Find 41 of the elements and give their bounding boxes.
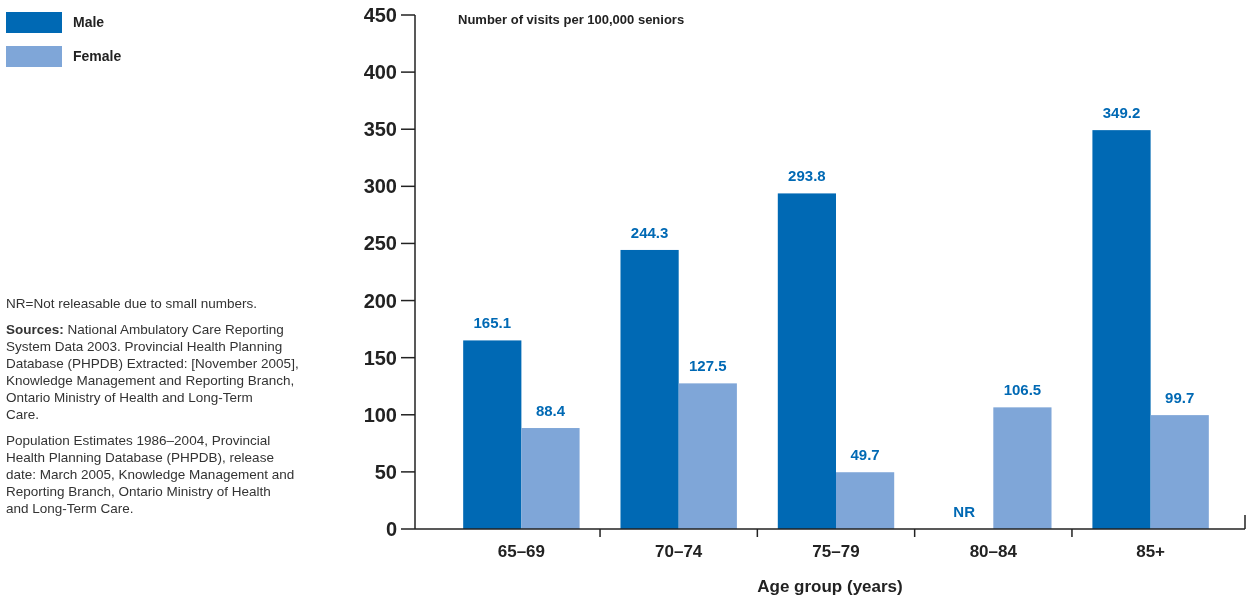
y-tick-label: 100 (363, 403, 397, 426)
legend-label: Female (73, 48, 122, 65)
y-tick-label: 350 (363, 118, 397, 141)
x-axis-title: Age group (years) (757, 577, 903, 596)
data-label: 349.2 (1102, 104, 1141, 122)
x-tick-label: 85+ (1136, 542, 1166, 561)
y-tick-label: 50 (374, 460, 397, 483)
x-tick-label: 80–84 (969, 542, 1018, 561)
data-label: 99.7 (1165, 389, 1195, 407)
bar (993, 407, 1052, 529)
y-tick-label: 150 (363, 346, 397, 369)
bar (678, 383, 737, 529)
y-tick-label: 450 (363, 4, 397, 26)
bar (521, 428, 580, 529)
y-tick-label: 300 (363, 175, 397, 198)
y-tick-label: 400 (363, 61, 397, 84)
data-label: 293.8 (788, 167, 826, 185)
legend-label: Male (73, 14, 105, 31)
data-label: 88.4 (535, 402, 566, 420)
text: NR (953, 503, 976, 520)
data-label: 244.3 (630, 223, 669, 241)
x-tick-label: 70–74 (655, 542, 703, 561)
data-label: 49.7 (850, 446, 880, 464)
data-label: 127.5 (689, 357, 727, 375)
data-label: 106.5 (1003, 381, 1042, 399)
text: NR=Not releasable due to small numbers. (6, 296, 257, 311)
bar (836, 472, 895, 529)
y-tick-label: 0 (385, 518, 397, 540)
bar (777, 193, 836, 529)
y-axis-title: Number of visits per 100,000 seniors (458, 11, 685, 27)
x-tick-label: 75–79 (812, 542, 860, 561)
bar (1150, 415, 1209, 529)
source-note: Sources: National Ambulatory Care Reporting System Data 2003. Provincial Health Planning Database (PHPDB) Extracted: [November 2005], Knowledge Management and Reporting Branch, Ontario Ministry of Health and Long-Term Care. (6, 322, 299, 422)
text: Population Estimates 1986–2004, Provincial Health Planning Database (PHPDB), release date: March 2005, Knowledge Management and Reporting Branch, Ontario Ministry of Health and Long-Term Care. (6, 433, 295, 516)
x-tick-label: 65–69 (497, 542, 546, 561)
bar (620, 249, 679, 529)
bar (463, 340, 522, 529)
y-tick-label: 250 (363, 232, 397, 255)
y-tick-label: 200 (363, 289, 397, 312)
bar (1092, 130, 1151, 529)
data-label: 165.1 (473, 314, 512, 332)
